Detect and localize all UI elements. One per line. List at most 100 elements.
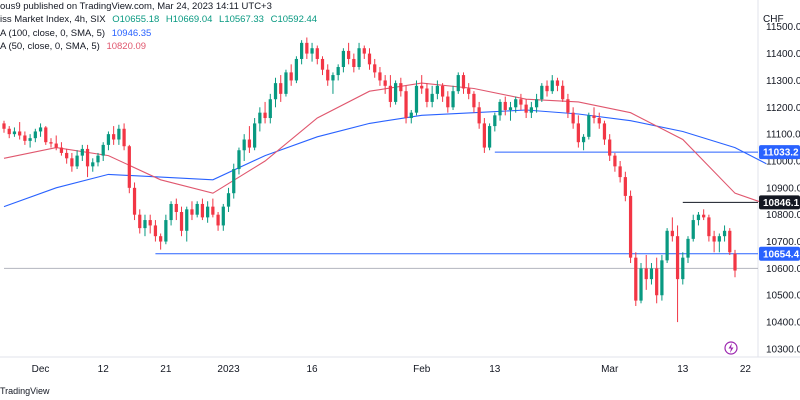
candle-body [279,83,283,94]
candle-body [712,236,716,242]
candle-body [174,203,178,213]
x-tick-label: Dec [32,364,50,375]
x-tick-label: 13 [489,364,501,375]
candle-body [430,93,434,102]
sma100-value: 10946.35 [111,28,152,39]
candle-body [289,72,293,81]
candle-body [38,127,43,132]
candle-body [357,48,361,68]
candle-body [284,72,288,94]
symbol-legend: iss Market Index, 4h, SIX O10655.18 H106… [0,14,317,25]
candle-body [49,142,53,144]
candle-body [258,112,262,124]
candle-body [461,75,466,89]
candle-body [28,138,32,141]
candle-body [581,136,586,143]
candle-body [467,88,471,94]
candle-body [216,214,220,226]
candle-body [96,155,100,163]
candle-body [702,214,706,218]
candle-body [608,139,612,156]
candle-body [555,80,560,86]
sma-line [3,82,767,205]
candle-body [446,96,450,108]
x-tick-label: Feb [413,364,431,375]
candle-body [383,80,387,86]
candle-body [623,177,627,196]
sma50-value: 10820.09 [106,41,147,52]
candle-body [122,128,126,147]
x-tick-label: 16 [307,364,319,375]
y-tick-label: 10400.00 [766,318,800,329]
candle-body [524,104,528,113]
level-price-label: 11033.2 [763,148,799,159]
candle-body [132,187,137,215]
candle-body [393,83,398,102]
candle-body [190,209,194,215]
candle-body [153,225,158,237]
candle-body [33,131,37,139]
candle-body [268,99,272,119]
x-tick-label: 22 [740,364,752,375]
candle-body [7,128,11,135]
lightning-icon[interactable] [724,341,738,355]
candle-body [435,85,439,94]
level-price-label: 10654.4 [763,249,800,260]
candle-body [315,48,319,59]
candle-body [728,230,732,253]
candle-body [253,123,257,148]
candle-body [409,112,413,119]
candle-body [75,155,79,167]
tradingview-footer[interactable]: TradingView [0,386,50,396]
candle-body [148,220,152,226]
level-price-label: 10846.1 [763,198,800,209]
footer-brand-text: TradingView [0,386,50,396]
candle-body [373,64,377,73]
candle-body [618,166,622,178]
publish-info: ous9 published on TradingView.com, Mar 2… [0,1,272,12]
candle-body [54,143,58,148]
candle-body [592,115,596,119]
candle-body [717,236,721,242]
candle-body [660,260,664,296]
y-tick-label: 11300.00 [766,76,800,87]
sma100-legend[interactable]: A (100, close, 0, SMA, 5) 10946.35 [0,28,151,39]
candle-body [508,107,513,110]
candle-body [696,214,701,221]
candle-body [649,268,654,280]
x-tick-label: Mar [601,364,619,375]
candle-body [378,72,382,81]
candle-body [195,203,199,215]
candle-body [550,80,554,92]
low-value: L10567.33 [219,14,264,25]
candle-body [722,230,727,237]
candle-body [655,268,659,296]
candle-body [733,253,737,271]
y-tick-label: 10600.00 [766,264,800,275]
candle-body [352,58,356,68]
candle-body [388,85,393,102]
candle-body [362,48,366,54]
candle-body [101,144,105,156]
candle-body [420,85,424,89]
candle-body [211,206,215,215]
y-tick-label: 11400.00 [766,49,800,60]
candle-body [117,128,121,140]
candle-body [634,257,638,301]
x-tick-label: 2023 [217,364,240,375]
candle-body [18,131,22,136]
candle-body [534,99,539,108]
sma50-legend[interactable]: A (50, close, 0, SMA, 5) 10820.09 [0,41,146,52]
candle-body [326,69,330,81]
candle-body [482,123,486,148]
sma-line [3,109,767,208]
candle-body [545,85,549,92]
y-tick-label: 11500.00 [766,22,800,33]
candle-body [127,146,131,188]
candle-body [320,58,325,70]
candle-body [70,158,74,167]
candle-body [613,155,617,167]
candle-body [85,148,90,167]
candle-body [519,99,523,105]
